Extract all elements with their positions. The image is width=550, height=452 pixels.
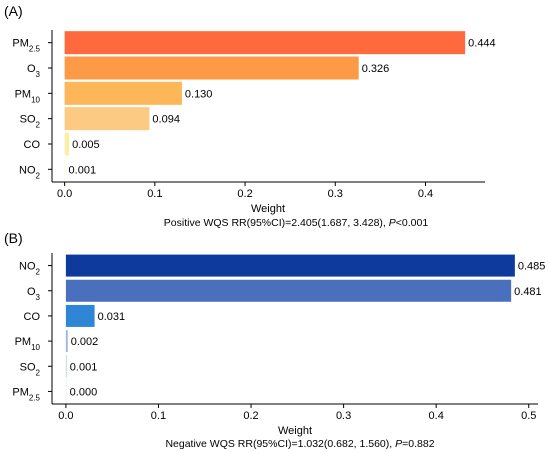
panel-b-bar <box>65 355 67 378</box>
panel-a-bar <box>64 107 150 131</box>
panel-b-x-tick-label: 0.3 <box>336 410 351 422</box>
panel-b-x-tick-label: 0.0 <box>58 410 73 422</box>
panel-a-bar <box>64 31 466 55</box>
panel-a-x-tick-label: 0.2 <box>237 188 252 200</box>
panel-b-value-label: 0.485 <box>518 261 546 273</box>
panel-b-value-label: 0.001 <box>70 361 98 373</box>
panel-b-category-label: NO2 <box>19 261 41 277</box>
panel-a-category-label: SO2 <box>20 114 41 130</box>
panel-a-category-label: PM2.5 <box>12 38 40 54</box>
panel-b-category-label: O3 <box>27 286 41 302</box>
panel-b-x-tick-label: 0.1 <box>151 410 166 422</box>
panel-b-x-tick-label: 0.4 <box>429 410 444 422</box>
panel-a-category-label: CO <box>24 139 41 151</box>
panel-a-x-tick-label: 0.3 <box>328 188 343 200</box>
panel-b-chart: 0.0 0.1 0.2 0.3 0.4 0.5 NO2 0.485 O3 0.481 CO 0.031… <box>12 253 545 422</box>
panel-a-bar <box>64 157 66 181</box>
panel-a-x-tick-label: 0.0 <box>57 188 72 200</box>
panel-a-chart: 0.0 0.1 0.2 0.3 0.4 PM2.5 0.444 O3 0.326 PM10 0.13… <box>12 30 496 200</box>
panel-b-value-label: 0.031 <box>98 311 126 323</box>
panel-b-bar <box>65 254 515 277</box>
panel-b-x-axis-title: Weight <box>278 425 312 437</box>
panel-a-category-label: O3 <box>27 63 41 79</box>
panel-a-label: (A) <box>4 3 23 19</box>
panel-b-bar <box>65 279 512 302</box>
panel-a-category-label: PM10 <box>15 88 41 104</box>
panel-a-caption: Positive WQS RR(95%CI)=2.405(1.687, 3.42… <box>164 217 429 229</box>
panel-a-value-label: 0.094 <box>152 114 180 126</box>
panel-b-value-label: 0.000 <box>70 386 98 398</box>
panel-b-category-label: PM2.5 <box>12 386 40 402</box>
panel-b-value-label: 0.002 <box>71 336 99 348</box>
panel-b-bar <box>65 380 67 403</box>
panel-b-category-label: PM10 <box>15 336 41 352</box>
panel-a-bar <box>64 56 359 80</box>
panel-a-bar <box>64 81 182 105</box>
panel-b-value-label: 0.481 <box>514 286 542 298</box>
panel-a-value-label: 0.326 <box>362 63 390 75</box>
panel-a-value-label: 0.005 <box>72 139 100 151</box>
panel-b-caption: Negative WQS RR(95%CI)=1.032(0.682, 1.56… <box>165 438 434 450</box>
panel-a-x-axis-title: Weight <box>251 203 285 215</box>
panel-b-x-tick-label: 0.2 <box>243 410 258 422</box>
panel-b-bar <box>65 304 95 327</box>
panel-a-value-label: 0.444 <box>468 38 496 50</box>
panel-a-x-tick-label: 0.4 <box>418 188 433 200</box>
panel-b-bar <box>65 330 68 353</box>
panel-b-category-label: SO2 <box>20 361 41 377</box>
panel-a-x-tick-label: 0.1 <box>147 188 162 200</box>
panel-b-category-label: CO <box>24 311 41 323</box>
panel-a-bar <box>64 132 70 156</box>
panel-a-value-label: 0.130 <box>185 88 213 100</box>
panel-a-value-label: 0.001 <box>69 164 97 176</box>
panel-b-label: (B) <box>4 230 23 246</box>
panel-b-x-tick-label: 0.5 <box>521 410 536 422</box>
panel-a-category-label: NO2 <box>19 164 41 180</box>
